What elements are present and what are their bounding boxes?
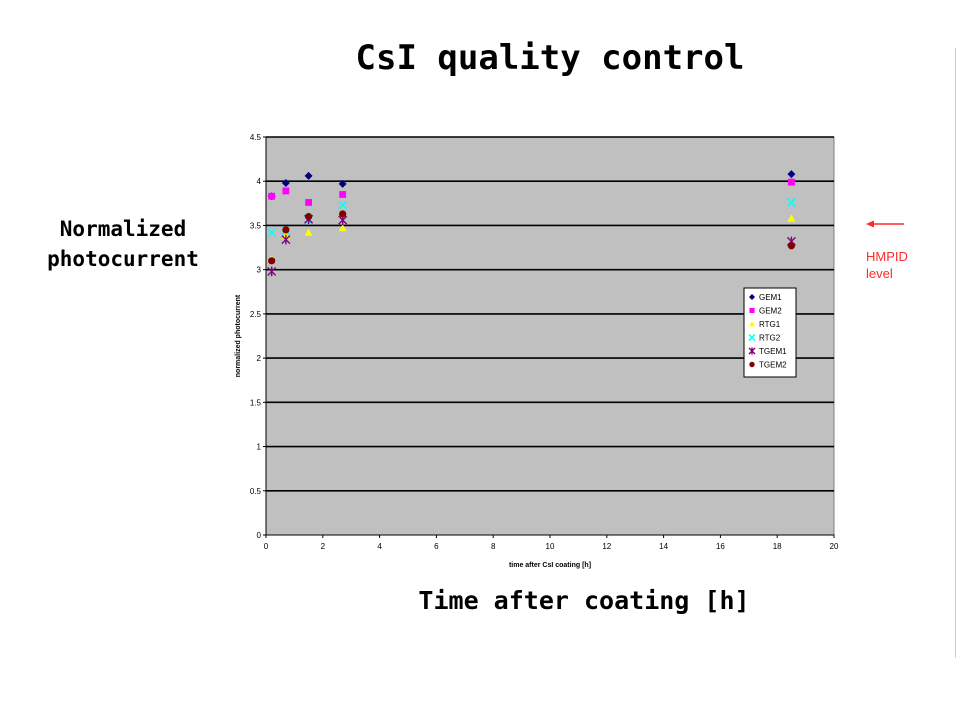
data-point-gem2 bbox=[268, 192, 276, 200]
legend-marker-gem2 bbox=[749, 307, 755, 314]
y-tick-label: 3.5 bbox=[250, 221, 262, 230]
x-tick-label: 0 bbox=[264, 542, 269, 551]
data-point-gem1 bbox=[787, 170, 796, 179]
legend-label: GEM2 bbox=[759, 307, 782, 316]
x-tick-label: 12 bbox=[602, 542, 611, 551]
series-tgem2 bbox=[268, 210, 796, 265]
hmpid-arrow-icon bbox=[866, 220, 904, 228]
data-point-tgem2 bbox=[268, 257, 276, 265]
x-tick-label: 14 bbox=[659, 542, 668, 551]
data-point-rtg1 bbox=[338, 224, 347, 232]
hmpid-level-label: HMPID level bbox=[866, 248, 936, 282]
data-point-tgem2 bbox=[787, 242, 796, 250]
legend-label: RTG1 bbox=[759, 320, 781, 329]
y-tick-label: 2.5 bbox=[250, 310, 262, 319]
y-axis-title: normalized photocurrent bbox=[235, 294, 242, 377]
data-point-tgem2 bbox=[282, 226, 290, 234]
side-ylabel-line2: photocurrent bbox=[47, 247, 199, 271]
data-point-gem1 bbox=[281, 178, 290, 187]
x-tick-label: 16 bbox=[716, 542, 725, 551]
x-axis-title: time after CsI coating [h] bbox=[509, 562, 591, 569]
y-tick-labels: 0 0.5 1 1.5 2 2.5 3 3.5 4 4.5 bbox=[250, 133, 266, 540]
time-after-coating-label: Time after coating [h] bbox=[418, 586, 750, 615]
data-point-rtg1 bbox=[304, 228, 313, 236]
y-tick-label: 4 bbox=[257, 177, 262, 186]
x-tick-label: 2 bbox=[321, 542, 326, 551]
y-tick-label: 4.5 bbox=[250, 133, 262, 142]
legend-label: GEM1 bbox=[759, 293, 782, 302]
data-points bbox=[267, 170, 796, 277]
hmpid-label-line1: HMPID bbox=[866, 249, 908, 264]
y-tick-label: 1.5 bbox=[250, 398, 262, 407]
gridlines bbox=[266, 136, 834, 492]
slide-right-rule bbox=[955, 48, 956, 658]
data-point-gem2 bbox=[282, 187, 290, 195]
data-point-gem1 bbox=[304, 171, 313, 180]
legend-marker-tgem1 bbox=[748, 347, 756, 355]
data-point-tgem1 bbox=[267, 266, 277, 277]
legend-label: TGEM2 bbox=[759, 361, 787, 370]
data-point-tgem2 bbox=[305, 213, 313, 221]
hmpid-label-line2: level bbox=[866, 266, 893, 281]
legend-label: TGEM1 bbox=[759, 347, 787, 356]
legend-marker-gem1 bbox=[749, 294, 755, 300]
legend-marker-rtg2 bbox=[748, 333, 756, 342]
y-tick-label: 1 bbox=[257, 443, 262, 452]
series-gem2 bbox=[268, 178, 795, 206]
x-tick-label: 4 bbox=[377, 542, 382, 551]
data-point-gem2 bbox=[305, 199, 312, 206]
y-tick-label: 0 bbox=[257, 531, 262, 540]
x-tick-labels: 0 2 4 6 8 10 12 14 16 18 20 bbox=[264, 535, 839, 551]
data-point-rtg2 bbox=[786, 197, 796, 207]
x-tick-label: 8 bbox=[491, 542, 496, 551]
data-point-rtg1 bbox=[787, 214, 796, 222]
data-point-tgem2 bbox=[339, 210, 347, 218]
legend-marker-tgem2 bbox=[749, 361, 755, 368]
data-point-rtg2 bbox=[338, 200, 348, 210]
data-point-gem2 bbox=[788, 178, 795, 186]
slide-title: CsI quality control bbox=[355, 38, 745, 78]
normalized-photocurrent-label: Normalized photocurrent bbox=[18, 214, 228, 274]
y-tick-label: 0.5 bbox=[250, 487, 262, 496]
data-point-tgem1 bbox=[281, 234, 291, 245]
x-tick-label: 18 bbox=[773, 542, 782, 551]
legend: GEM1 GEM2 RTG1 RTG2 TGEM1 TGEM2 bbox=[743, 287, 797, 378]
data-point-gem2 bbox=[339, 191, 347, 198]
x-tick-label: 10 bbox=[546, 542, 555, 551]
y-tick-label: 3 bbox=[257, 266, 262, 275]
legend-label: RTG2 bbox=[759, 334, 781, 343]
x-tick-label: 6 bbox=[434, 542, 439, 551]
y-tick-label: 2 bbox=[257, 354, 262, 363]
legend-marker-rtg1 bbox=[749, 321, 755, 327]
data-point-gem1 bbox=[338, 179, 347, 188]
plot-area bbox=[265, 136, 835, 536]
side-ylabel-line1: Normalized bbox=[59, 217, 187, 241]
data-point-rtg2 bbox=[267, 227, 277, 238]
x-tick-label: 20 bbox=[830, 542, 839, 551]
